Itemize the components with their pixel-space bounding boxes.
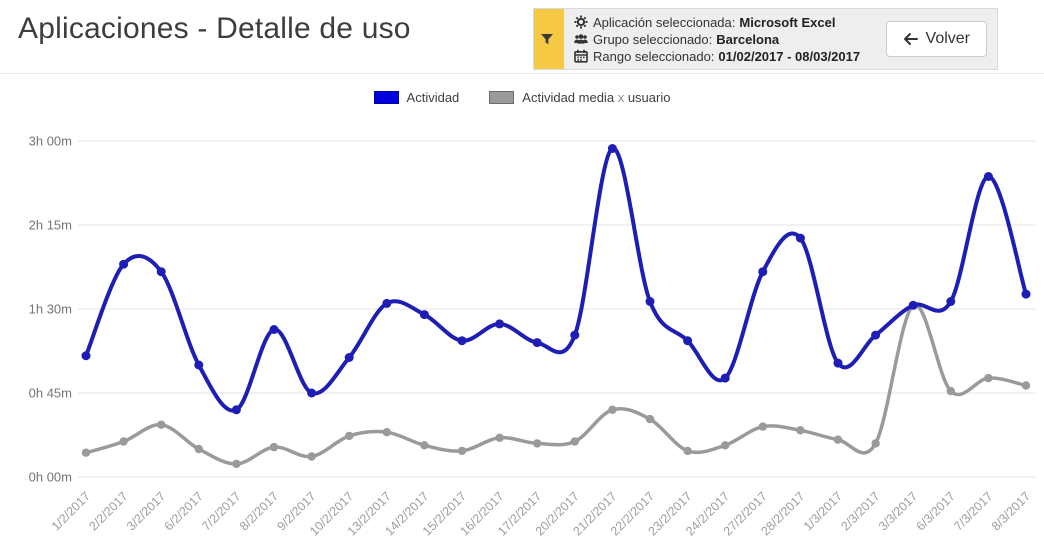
actividad-media-point[interactable] [946, 386, 955, 396]
y-axis-label: 2h 15m [29, 218, 72, 233]
x-axis-label: 6/3/2017 [914, 489, 958, 533]
actividad-media-point[interactable] [194, 444, 203, 454]
x-axis-label: 6/2/2017 [162, 489, 206, 533]
actividad-point[interactable] [607, 144, 617, 153]
gear-icon [574, 15, 588, 29]
actividad-media-point[interactable] [495, 433, 504, 442]
actividad-point[interactable] [307, 388, 317, 398]
y-axis-label: 0h 45m [29, 386, 72, 401]
volver-label: Volver [925, 30, 970, 47]
y-axis-label: 3h 00m [29, 134, 72, 149]
group-label: Grupo seleccionado: [593, 31, 713, 47]
header-divider [0, 73, 1044, 74]
actividad-line [84, 146, 1028, 413]
actividad-point[interactable] [269, 325, 279, 334]
x-axis-label: 3/2/2017 [124, 489, 168, 533]
actividad-legend-label: Actividad [406, 90, 460, 105]
group-value: Barcelona [716, 31, 780, 47]
media-legend-swatch [489, 91, 515, 104]
actividad-media-point[interactable] [1021, 381, 1031, 390]
actividad-point[interactable] [908, 300, 918, 310]
actividad-point[interactable] [495, 319, 505, 329]
actividad-point[interactable] [532, 338, 542, 348]
actividad-media-point[interactable] [81, 448, 91, 457]
x-axis-label: 1/2/2017 [49, 489, 93, 533]
filter-strip [534, 9, 564, 69]
actividad-point[interactable] [156, 267, 166, 277]
actividad-point[interactable] [645, 297, 655, 306]
actividad-media-point[interactable] [645, 414, 655, 424]
actividad-media-point[interactable] [420, 441, 429, 450]
media-legend-label: Actividad media x usuario [522, 90, 671, 105]
actividad-point[interactable] [1021, 289, 1031, 299]
actividad-media-point[interactable] [758, 422, 767, 431]
actividad-media-point[interactable] [345, 431, 354, 441]
users-icon [574, 34, 588, 44]
actividad-point[interactable] [758, 267, 768, 277]
filter-application-row: Aplicación seleccionada: Microsoft Excel [574, 15, 868, 30]
actividad-point[interactable] [419, 310, 429, 320]
actividad-point[interactable] [871, 330, 881, 340]
x-axis-label: 8/3/2017 [989, 489, 1033, 533]
actividad-media-point[interactable] [119, 437, 128, 446]
x-axis-label: 2/3/2017 [838, 489, 882, 533]
actividad-point[interactable] [983, 172, 993, 181]
y-axis-label: 1h 30m [29, 302, 72, 317]
actividad-point[interactable] [946, 297, 956, 306]
actividad-point[interactable] [231, 405, 241, 415]
actividad-media-point[interactable] [683, 446, 692, 456]
filter-range-row: Rango seleccionado: 01/02/2017 - 08/03/2… [574, 49, 868, 64]
x-axis-label: 8/2/2017 [237, 489, 281, 533]
arrow-left-icon [903, 33, 918, 45]
filter-icon [540, 34, 553, 45]
actividad-media-point[interactable] [984, 373, 993, 383]
actividad-media-point[interactable] [608, 405, 617, 414]
actividad-media-point[interactable] [157, 420, 166, 429]
actividad-point[interactable] [382, 298, 392, 308]
actividad-point[interactable] [194, 360, 204, 370]
x-axis-label: 7/2/2017 [199, 489, 243, 533]
range-label: Rango seleccionado: [593, 48, 715, 64]
calendar-icon [574, 49, 588, 63]
actividad-point[interactable] [457, 336, 467, 346]
actividad-media-point[interactable] [457, 446, 467, 456]
application-value: Microsoft Excel [739, 14, 836, 30]
filter-group-row: Grupo seleccionado: Barcelona [574, 32, 868, 47]
legend-item-actividad-media[interactable]: Actividad media x usuario [489, 90, 670, 105]
actividad-media-point[interactable] [232, 459, 241, 469]
actividad-media-point[interactable] [833, 435, 843, 444]
actividad-media-point[interactable] [533, 439, 542, 448]
application-label: Aplicación seleccionada: [593, 14, 736, 30]
actividad-point[interactable] [833, 358, 843, 368]
x-axis-label: 3/3/2017 [876, 489, 920, 533]
actividad-media-point[interactable] [871, 439, 880, 448]
actividad-point[interactable] [795, 233, 805, 243]
actividad-media-point[interactable] [570, 437, 579, 446]
legend-item-actividad[interactable]: Actividad [373, 90, 460, 105]
actividad-media-point[interactable] [307, 452, 316, 461]
actividad-media-point[interactable] [269, 442, 279, 452]
actividad-point[interactable] [344, 353, 354, 362]
actividad-media-point[interactable] [382, 428, 391, 437]
range-value: 01/02/2017 - 08/03/2017 [718, 48, 861, 64]
actividad-point[interactable] [570, 330, 580, 340]
filter-summary-panel: Aplicación seleccionada: Microsoft Excel… [533, 8, 998, 70]
actividad-media-point[interactable] [721, 441, 730, 450]
filter-rows: Aplicación seleccionada: Microsoft Excel… [564, 9, 878, 69]
x-axis-label: 7/3/2017 [951, 489, 995, 533]
actividad-legend-swatch [373, 91, 399, 104]
actividad-point[interactable] [119, 259, 129, 269]
y-axis-label: 0h 00m [29, 470, 72, 485]
actividad-point[interactable] [683, 336, 693, 346]
x-axis-label: 1/3/2017 [801, 489, 845, 533]
x-axis-label: 2/2/2017 [86, 489, 130, 533]
actividad-point[interactable] [720, 373, 730, 383]
page-title: Aplicaciones - Detalle de uso [18, 12, 411, 45]
actividad-media-point[interactable] [796, 426, 805, 435]
chart-legend: Actividad Actividad media x usuario [0, 90, 1044, 105]
volver-button[interactable]: Volver [885, 21, 987, 57]
actividad-point[interactable] [81, 351, 91, 361]
